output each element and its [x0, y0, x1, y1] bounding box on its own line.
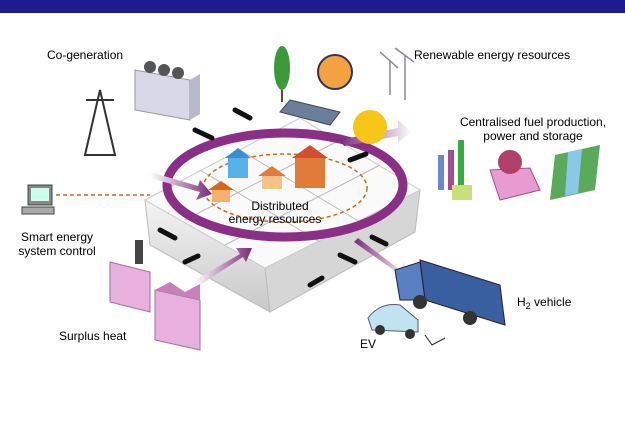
label: Surplus heat [59, 329, 127, 343]
label: EV [360, 337, 376, 351]
top-bar [0, 0, 625, 13]
label: Centralised fuel production, [460, 115, 606, 129]
diagram: Co-generation Renewable energy resources… [0, 0, 625, 422]
cogeneration-icon [85, 61, 200, 155]
label: power and storage [483, 129, 583, 143]
computer-icon [22, 185, 150, 214]
label: system control [18, 244, 95, 258]
centralised-icon [438, 140, 600, 200]
page: {"labels": { "cogeneration": "Co-generat… [0, 0, 625, 422]
label: Renewable energy resources [414, 48, 570, 62]
vehicles-icon [368, 260, 505, 345]
label: H2 vehicle [517, 295, 572, 311]
label: Distributed [251, 199, 308, 213]
label: energy resources [229, 212, 322, 226]
label-part: H [517, 295, 526, 309]
label: Co-generation [47, 48, 123, 62]
label-part: vehicle [531, 295, 572, 309]
label: Smart energy [21, 230, 93, 244]
